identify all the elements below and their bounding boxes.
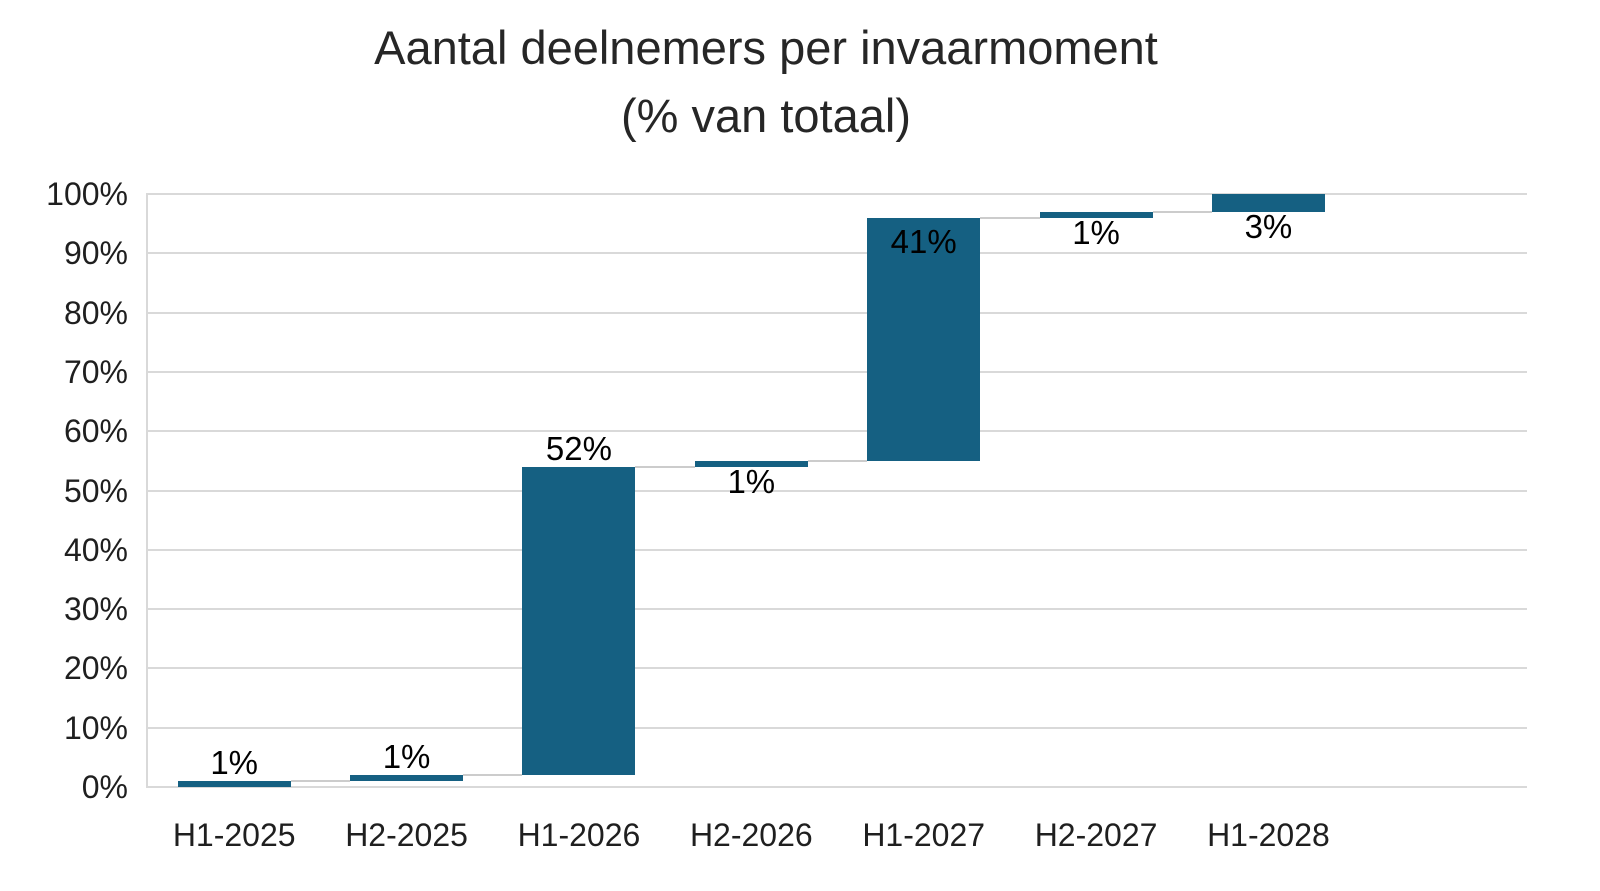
chart-title: Aantal deelnemers per invaarmoment	[374, 21, 1158, 74]
y-tick-label: 50%	[63, 472, 128, 509]
y-tick-label: 30%	[63, 591, 128, 628]
gridline	[148, 430, 1527, 433]
bar-H2-2026	[694, 460, 808, 467]
bar-label-H1-2028: 3%	[1244, 207, 1293, 245]
y-tick-label: 70%	[63, 353, 128, 390]
x-axis-line	[148, 786, 1527, 788]
gridline	[148, 252, 1527, 255]
y-tick-label: 80%	[63, 294, 128, 331]
x-tick-label: H2-2026	[689, 817, 813, 853]
x-tick-label: H1-2025	[172, 817, 296, 853]
bar-H1-2027	[867, 217, 981, 461]
bar-H2-2027	[1039, 211, 1153, 218]
y-tick-label: 60%	[63, 413, 128, 450]
bar-H1-2028	[1211, 194, 1325, 212]
connector-line	[463, 774, 523, 777]
connector-line	[807, 459, 868, 462]
gridline	[148, 311, 1527, 314]
gridline	[148, 489, 1527, 492]
connector-line	[1152, 210, 1212, 213]
bar-label-H1-2027: 41%	[890, 222, 957, 260]
x-tick-label: H2-2025	[345, 817, 468, 853]
y-tick-label: 90%	[63, 235, 128, 272]
plot-area: 0% 10% 20% 30% 40% 50% 60% 70% 80% 90% 100% 1% 1% 52%…	[46, 176, 1527, 853]
bar-label-H1-2026: 52%	[545, 429, 612, 467]
bar-H2-2025	[350, 775, 464, 782]
y-tick-label: 10%	[63, 709, 128, 746]
gridline	[148, 726, 1527, 729]
x-tick-label: H1-2028	[1207, 817, 1330, 853]
gridline	[148, 608, 1527, 611]
chart-subtitle: (% van totaal)	[621, 89, 911, 142]
y-tick-label: 0%	[81, 769, 128, 805]
bar-label-H2-2027: 1%	[1072, 213, 1120, 251]
y-axis-line	[146, 193, 148, 788]
bar-H1-2025	[177, 781, 291, 787]
bar-label-H2-2026: 1%	[727, 462, 776, 500]
bar-H1-2026	[522, 466, 636, 776]
x-tick-label: H1-2026	[517, 817, 641, 853]
x-tick-label: H1-2027	[862, 817, 986, 853]
connector-line	[290, 780, 351, 783]
y-tick-label: 100%	[46, 176, 128, 212]
gridline	[148, 193, 1527, 195]
bar-label-H1-2025: 1%	[210, 744, 259, 782]
connector-line	[980, 216, 1040, 219]
chart-title-block: Aantal deelnemers per invaarmoment (% va…	[0, 14, 1532, 150]
bar-label-H2-2025: 1%	[382, 738, 431, 776]
x-tick-label: H2-2027	[1034, 817, 1158, 853]
gridline	[148, 370, 1527, 373]
y-tick-label: 20%	[63, 650, 128, 687]
connector-line	[635, 465, 695, 468]
gridline	[148, 667, 1527, 670]
y-tick-label: 40%	[63, 531, 128, 568]
gridline	[148, 548, 1527, 551]
